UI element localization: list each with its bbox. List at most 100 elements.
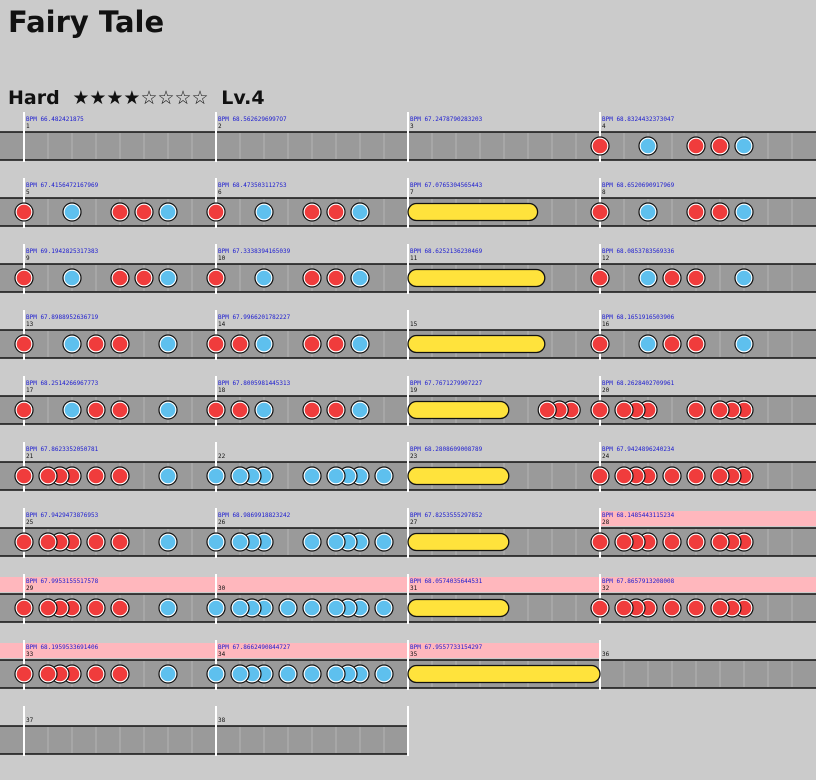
measure-number: 9 (26, 255, 30, 262)
level-label: Lv.4 (221, 87, 265, 109)
ka-note-face (328, 666, 344, 682)
ka-note-face (304, 534, 320, 550)
bpm-label: BPM 67.9557733154297 (410, 644, 483, 651)
bpm-label: BPM 67.7671279907227 (410, 380, 483, 387)
measure-number: 36 (602, 651, 610, 658)
roll-note (407, 268, 546, 288)
ka-note-face (256, 336, 272, 352)
don-note-face (712, 468, 728, 484)
measure-number: 3 (410, 123, 414, 130)
roll-note (407, 598, 510, 618)
lane (0, 726, 408, 754)
don-note-face (616, 402, 632, 418)
measure-number: 1 (26, 123, 30, 130)
don-note-face (616, 600, 632, 616)
measure-number: 5 (26, 189, 30, 196)
ka-note-face (304, 666, 320, 682)
don-note-face (40, 600, 56, 616)
don-note-face (208, 336, 224, 352)
measure-number: 12 (602, 255, 610, 262)
measure-number: 34 (218, 651, 226, 658)
don-note-face (88, 336, 104, 352)
ka-note-face (376, 600, 392, 616)
bpm-label: BPM 68.1651916503906 (602, 314, 675, 321)
don-note-face (112, 468, 128, 484)
don-note-face (664, 534, 680, 550)
don-note-face (16, 600, 32, 616)
measure-number: 8 (602, 189, 606, 196)
roll-note (407, 400, 510, 420)
don-note-face (88, 666, 104, 682)
bpm-label: BPM 67.8657913208008 (602, 578, 675, 585)
ka-note-face (256, 204, 272, 220)
note-layer (14, 136, 754, 684)
don-note-face (16, 534, 32, 550)
bpm-label: BPM 68.4735031127S3 (218, 182, 287, 189)
ka-note-face (328, 534, 344, 550)
gogo-band (408, 577, 600, 592)
ka-note-face (232, 600, 248, 616)
ka-note-face (352, 270, 368, 286)
ka-note-face (328, 600, 344, 616)
don-note-face (616, 468, 632, 484)
don-note-face (88, 402, 104, 418)
bpm-label: BPM 67.2478790283203 (410, 116, 483, 123)
ka-note-face (640, 138, 656, 154)
measure-number: 24 (602, 453, 610, 460)
ka-note-face (640, 204, 656, 220)
don-note-face (112, 600, 128, 616)
don-note-face (232, 336, 248, 352)
don-note-face (88, 600, 104, 616)
difficulty-label: Hard (8, 87, 60, 109)
don-note-face (112, 270, 128, 286)
ka-note-face (208, 534, 224, 550)
measure-number: 4 (602, 123, 606, 130)
don-note-face (688, 270, 704, 286)
gogo-band (216, 643, 408, 658)
measure-number: 33 (26, 651, 34, 658)
roll-note (407, 466, 510, 486)
ka-note-face (208, 600, 224, 616)
ka-note-face (160, 666, 176, 682)
ka-note-face (160, 402, 176, 418)
don-note-face (88, 468, 104, 484)
don-note-face (208, 204, 224, 220)
ka-note-face (352, 336, 368, 352)
don-note-face (304, 270, 320, 286)
ka-note-face (232, 534, 248, 550)
don-note-face (328, 336, 344, 352)
bpm-label: BPM 68.8324432373047 (602, 116, 675, 123)
don-note-face (304, 204, 320, 220)
ka-note-face (736, 138, 752, 154)
bpm-label: BPM 67.8005981445313 (218, 380, 291, 387)
bpm-label: BPM 66.482421875 (26, 116, 84, 123)
don-note-face (712, 204, 728, 220)
ka-note-face (304, 600, 320, 616)
measure-number: 27 (410, 519, 418, 526)
measure-number: 26 (218, 519, 226, 526)
ka-note-face (280, 666, 296, 682)
don-note-face (136, 270, 152, 286)
don-note-face (592, 600, 608, 616)
measure-number: 37 (26, 717, 34, 724)
measure-number: 29 (26, 585, 34, 592)
ka-note-face (208, 666, 224, 682)
bpm-label: BPM 68.9869918823242 (218, 512, 291, 519)
don-note-face (40, 468, 56, 484)
bpm-label: BPM 68.1959533691406 (26, 644, 99, 651)
don-note-face (539, 402, 555, 418)
ka-note-face (352, 402, 368, 418)
bpm-label: BPM 68.5626296997O7 (218, 116, 287, 123)
don-note-face (208, 402, 224, 418)
ka-note-face (160, 204, 176, 220)
bpm-label: BPM 67.8623352050781 (26, 446, 99, 453)
bpm-label: BPM 67.8253555297852 (410, 512, 483, 519)
roll-note (407, 664, 601, 684)
don-note-face (616, 534, 632, 550)
don-note-face (16, 204, 32, 220)
don-note-face (16, 336, 32, 352)
ka-note-face (256, 402, 272, 418)
ka-note-face (160, 270, 176, 286)
bpm-label: BPM 68.2628402709961 (602, 380, 675, 387)
